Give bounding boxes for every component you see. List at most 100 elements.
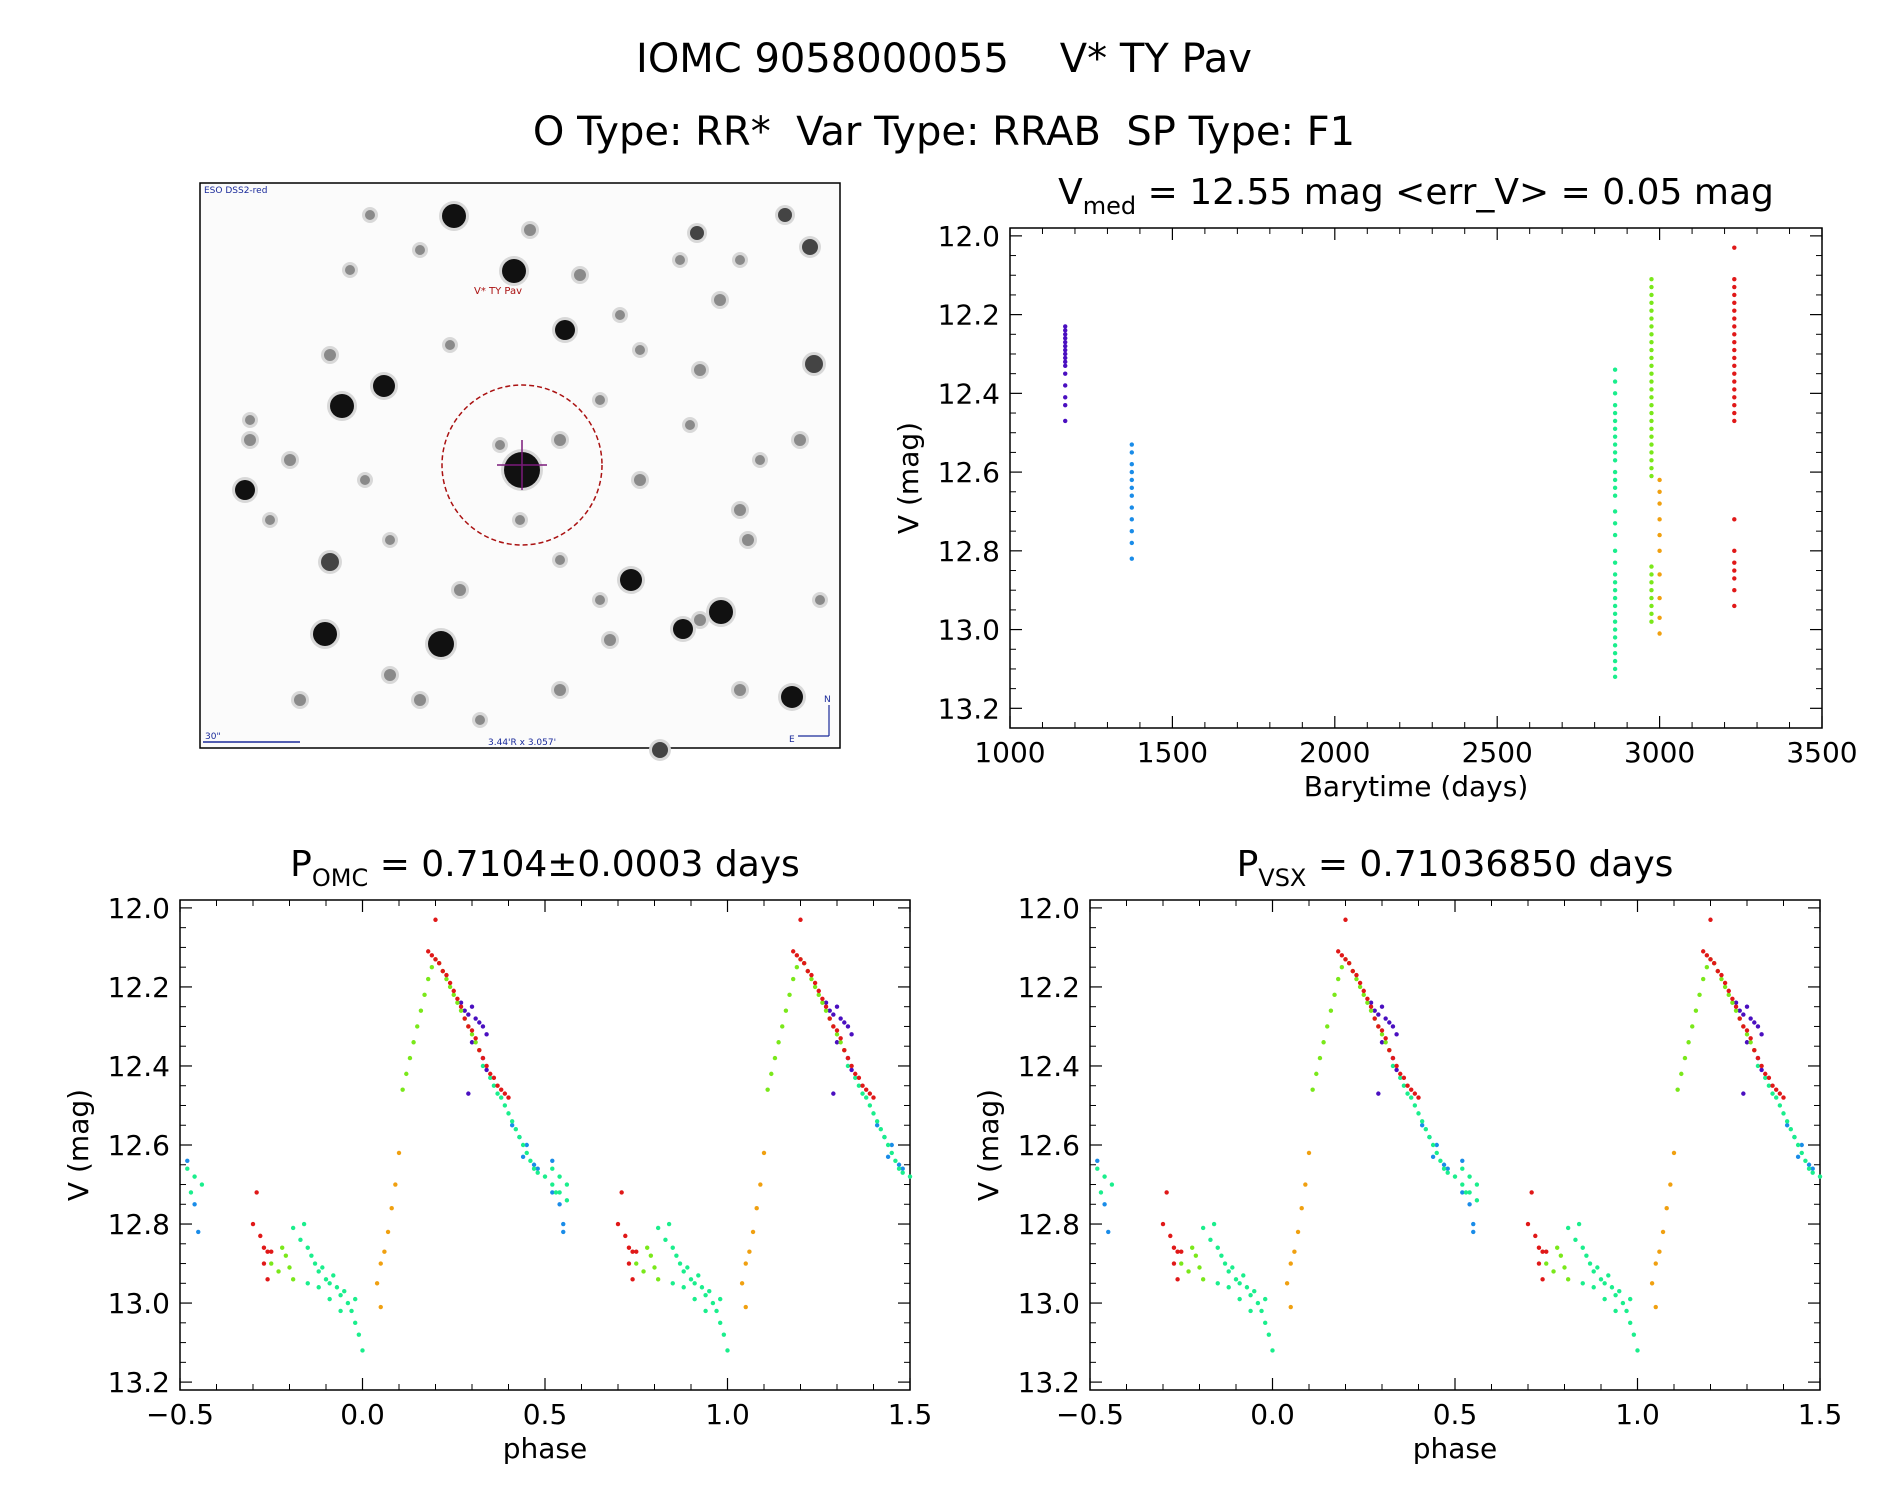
data-point	[1732, 576, 1737, 581]
star	[502, 259, 526, 283]
data-point	[1649, 564, 1654, 569]
data-point	[900, 1170, 905, 1175]
data-point	[517, 1134, 522, 1140]
data-point	[834, 1028, 840, 1033]
data-point	[780, 1024, 785, 1029]
data-point	[1653, 1261, 1658, 1266]
data-point	[342, 1289, 347, 1294]
data-point	[1303, 1182, 1308, 1187]
data-point	[433, 957, 438, 962]
data-point	[823, 1000, 829, 1005]
chart-title-rest: = 0.7104±0.0003 days	[368, 844, 800, 885]
data-point	[1733, 1004, 1739, 1009]
data-point	[1732, 371, 1737, 376]
data-point	[831, 1024, 836, 1029]
series-season-1	[1368, 1000, 1764, 1096]
data-point	[1376, 1024, 1381, 1029]
data-point	[1063, 371, 1068, 376]
data-point	[823, 1004, 829, 1009]
data-point	[1770, 1091, 1775, 1096]
data-point	[1612, 635, 1618, 640]
series-season-5	[1657, 477, 1662, 636]
data-point	[301, 1221, 307, 1227]
data-point	[509, 1123, 515, 1128]
data-point	[1441, 1162, 1447, 1167]
data-point	[878, 1126, 883, 1132]
data-point	[867, 1091, 873, 1096]
data-point	[385, 1229, 391, 1235]
data-point	[1565, 1277, 1571, 1282]
data-point	[550, 1158, 555, 1164]
data-point	[1602, 1296, 1607, 1302]
data-point	[1129, 469, 1135, 475]
data-point	[535, 1166, 540, 1171]
data-point	[426, 949, 431, 954]
data-point	[1741, 1012, 1746, 1017]
star	[414, 694, 426, 706]
star	[445, 340, 455, 350]
data-point	[1612, 588, 1618, 593]
data-point	[1795, 1142, 1801, 1148]
data-point	[1168, 1233, 1173, 1239]
star	[475, 715, 485, 725]
x-tick-label: 0.5	[1433, 1398, 1478, 1431]
data-point	[1708, 957, 1713, 962]
data-point	[356, 1332, 362, 1337]
data-point	[801, 961, 807, 966]
data-point	[1612, 619, 1618, 624]
series-season-3	[1612, 367, 1618, 680]
data-point	[776, 1040, 781, 1045]
star	[635, 345, 645, 355]
data-point	[1129, 442, 1135, 447]
data-point	[1649, 426, 1654, 431]
data-point	[1612, 469, 1618, 475]
data-point	[1584, 1253, 1589, 1258]
star	[313, 622, 337, 646]
chart-title: POMC = 0.7104±0.0003 days	[290, 844, 800, 892]
data-point	[1310, 1087, 1315, 1092]
data-point	[696, 1273, 701, 1278]
data-point	[1063, 383, 1068, 388]
data-point	[842, 1020, 847, 1025]
data-point	[1390, 1024, 1396, 1029]
star	[495, 440, 505, 450]
data-point	[1405, 1083, 1410, 1088]
data-point	[444, 972, 449, 978]
data-point	[1732, 387, 1737, 392]
data-point	[1063, 363, 1068, 368]
x-axis-label: phase	[1413, 1432, 1498, 1465]
data-point	[1732, 379, 1737, 384]
data-point	[1679, 1071, 1684, 1077]
data-point	[1129, 493, 1135, 498]
data-point	[652, 1265, 657, 1270]
data-point	[710, 1300, 716, 1306]
data-point	[1544, 1249, 1549, 1254]
data-point	[874, 1119, 880, 1124]
data-point	[1693, 1008, 1699, 1013]
finder-size-label: 3.44'R x 3.057'	[488, 738, 556, 748]
data-point	[769, 1071, 774, 1077]
data-point	[469, 1040, 475, 1045]
star	[345, 265, 355, 275]
data-point	[1190, 1245, 1195, 1250]
data-point	[455, 996, 460, 1001]
data-point	[1732, 588, 1737, 593]
data-point	[1186, 1269, 1191, 1274]
data-point	[1474, 1182, 1480, 1187]
data-point	[1649, 619, 1654, 624]
data-point	[1248, 1292, 1253, 1298]
data-point	[429, 964, 435, 970]
series-season-5	[374, 1150, 767, 1310]
data-point	[458, 1000, 464, 1005]
data-point	[867, 1103, 873, 1108]
data-point	[1171, 1261, 1177, 1266]
data-point	[1063, 339, 1068, 345]
data-point	[269, 1249, 274, 1254]
data-point	[1063, 336, 1068, 341]
data-point	[298, 1237, 303, 1243]
data-point	[451, 992, 456, 998]
data-point	[1434, 1150, 1439, 1156]
data-point	[561, 1221, 566, 1227]
data-point	[506, 1111, 511, 1116]
data-point	[188, 1190, 194, 1195]
